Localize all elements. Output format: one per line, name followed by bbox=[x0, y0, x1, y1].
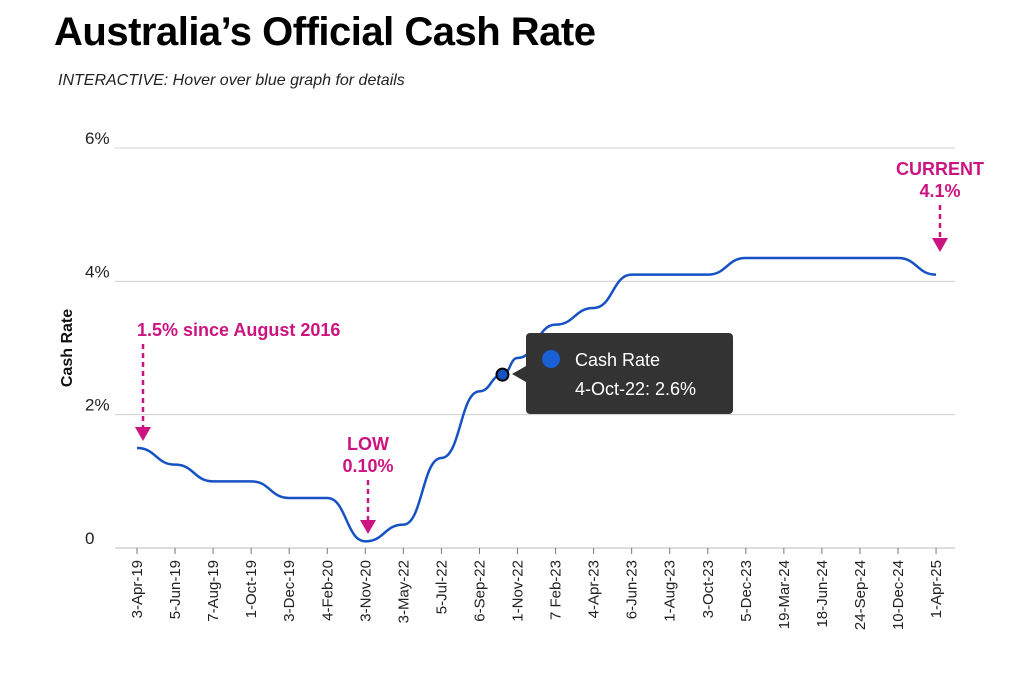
x-tick-label: 3-Apr-19 bbox=[129, 560, 146, 618]
chart-subtitle: INTERACTIVE: Hover over blue graph for d… bbox=[58, 72, 405, 89]
tooltip-series-name: Cash Rate bbox=[575, 350, 660, 370]
y-tick-label: 0 bbox=[85, 529, 94, 548]
cash-rate-series-line[interactable] bbox=[136, 256, 937, 543]
annotation-since-2016-arrow-arrowhead bbox=[135, 427, 151, 441]
y-tick-label: 4% bbox=[85, 262, 110, 281]
annotation-current-value: 4.1% bbox=[919, 181, 960, 201]
x-tick-label: 1-Apr-25 bbox=[928, 560, 945, 618]
annotation-low-title: LOW bbox=[347, 434, 389, 454]
x-tick-label: 4-Feb-20 bbox=[319, 560, 336, 621]
annotation-current-title: CURRENT bbox=[896, 159, 984, 179]
x-tick-label: 3-Dec-19 bbox=[281, 560, 298, 622]
annotation-current-arrow-arrowhead bbox=[932, 238, 948, 252]
x-tick-label: 1-Oct-19 bbox=[243, 560, 260, 618]
tooltip-box bbox=[526, 333, 733, 414]
x-tick-label: 3-Oct-23 bbox=[700, 560, 717, 618]
y-axis-label: Cash Rate bbox=[59, 309, 76, 387]
tooltip-series-marker bbox=[542, 350, 560, 368]
x-tick-label: 7-Aug-19 bbox=[205, 560, 222, 622]
tooltip-value: 4-Oct-22: 2.6% bbox=[575, 379, 696, 399]
tooltip-pointer bbox=[512, 366, 526, 382]
x-tick-label: 5-Jun-19 bbox=[167, 560, 184, 619]
x-tick-label: 1-Aug-23 bbox=[662, 560, 679, 622]
y-tick-label: 6% bbox=[85, 129, 110, 148]
annotation-low-value: 0.10% bbox=[342, 456, 393, 476]
x-tick-label: 10-Dec-24 bbox=[890, 560, 907, 630]
x-tick-label: 6-Sep-22 bbox=[471, 560, 488, 622]
x-tick-label: 5-Jul-22 bbox=[433, 560, 450, 614]
x-tick-label: 3-May-22 bbox=[395, 560, 412, 623]
hover-point[interactable] bbox=[495, 367, 510, 382]
x-tick-label: 7 Feb-23 bbox=[548, 560, 565, 620]
y-tick-label: 2% bbox=[85, 396, 110, 415]
x-tick-label: 19-Mar-24 bbox=[776, 560, 793, 629]
x-tick-label: 6-Jun-23 bbox=[624, 560, 641, 619]
x-tick-label: 24-Sep-24 bbox=[852, 560, 869, 630]
annotation-low-arrow-arrowhead bbox=[360, 520, 376, 534]
x-tick-label: 3-Nov-20 bbox=[357, 560, 374, 622]
x-tick-label: 18-Jun-24 bbox=[814, 560, 831, 628]
x-tick-label: 5-Dec-23 bbox=[738, 560, 755, 622]
chart-title: Australia’s Official Cash Rate bbox=[54, 10, 596, 54]
annotation-since-2016: 1.5% since August 2016 bbox=[137, 320, 340, 340]
x-tick-label: 4-Apr-23 bbox=[586, 560, 603, 618]
x-tick-label: 1-Nov-22 bbox=[510, 560, 527, 622]
